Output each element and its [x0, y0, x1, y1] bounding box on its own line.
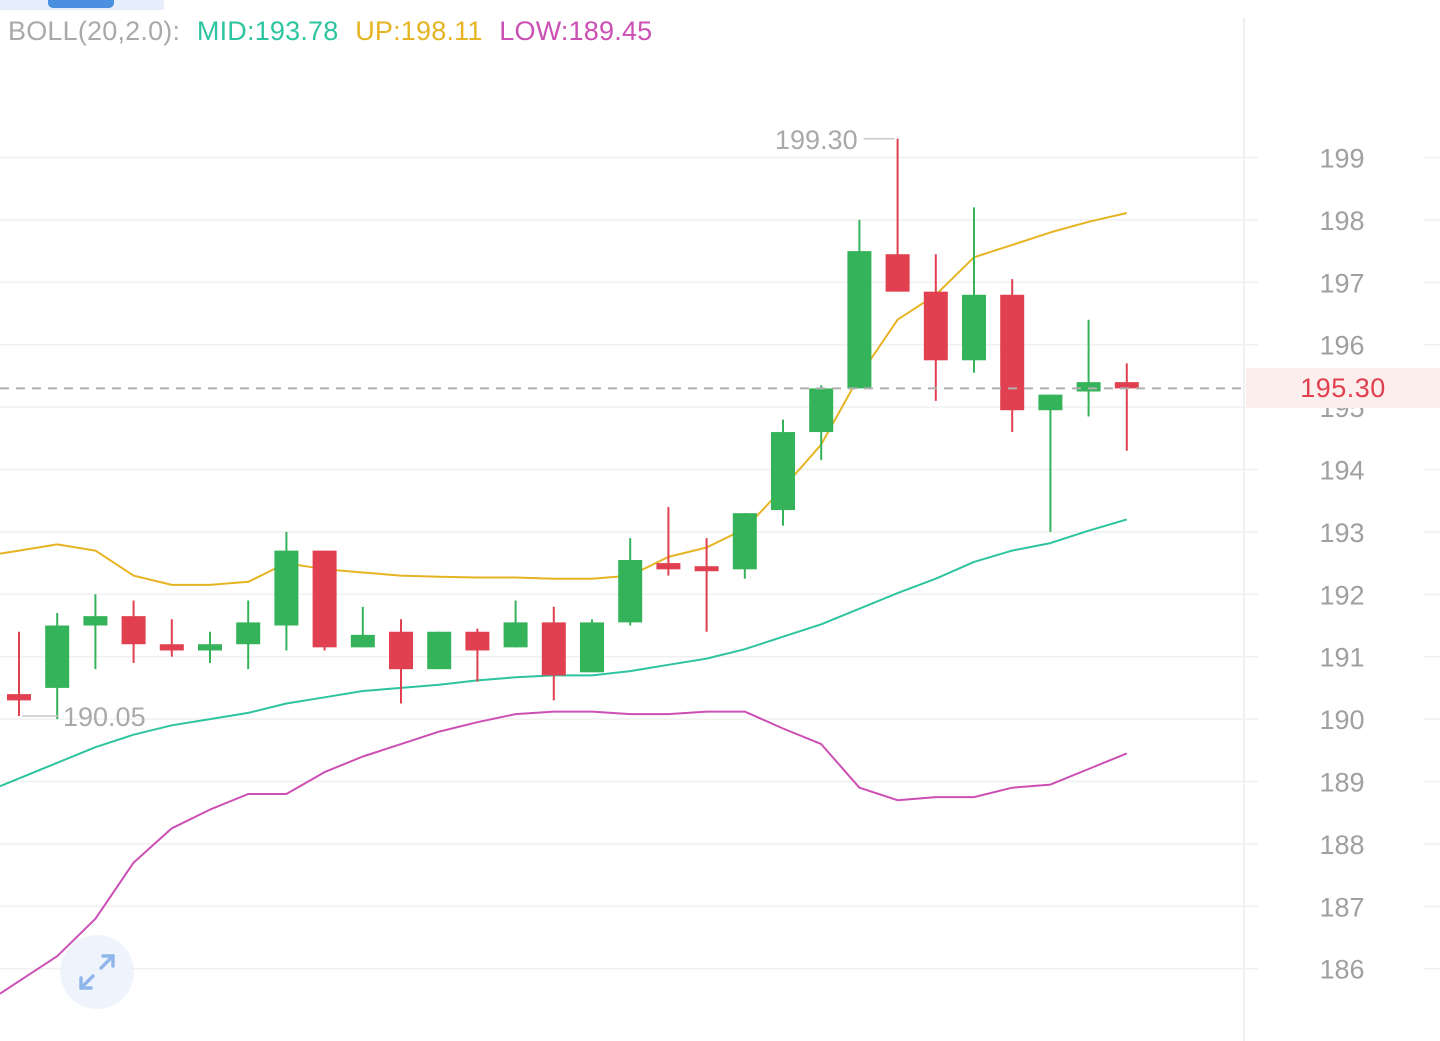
y-tick-label: 192 — [1319, 580, 1364, 610]
y-tick-label: 194 — [1319, 456, 1364, 486]
candle-up — [198, 631, 222, 663]
candle-body — [7, 694, 31, 701]
candle-body — [503, 622, 528, 648]
y-tick-label: 196 — [1319, 331, 1364, 361]
candle-up — [45, 613, 70, 720]
active-tab-indicator[interactable] — [48, 0, 114, 8]
candle-up — [350, 606, 375, 648]
candle-body — [847, 251, 872, 389]
lower-band-line — [0, 710, 1128, 995]
y-tick-label: 197 — [1319, 268, 1364, 298]
candle-down — [312, 550, 337, 651]
candle-down — [885, 138, 910, 292]
expand-chart-button[interactable] — [60, 935, 134, 1009]
candle-body — [962, 294, 986, 361]
candle-body — [389, 631, 413, 670]
candle-down — [1114, 363, 1139, 451]
candle-body — [809, 388, 834, 433]
candle-body — [83, 616, 108, 626]
high-annotation-label: 199.30 — [775, 125, 858, 155]
candle-down — [694, 538, 719, 632]
candle-down — [923, 254, 948, 401]
boll-legend: BOLL(20,2.0): MID:193.78 UP:198.11 LOW:1… — [8, 16, 661, 47]
legend-up-value: UP:198.11 — [355, 16, 483, 46]
current-price-label: 195.30 — [1300, 372, 1386, 403]
candle-body — [465, 631, 490, 651]
candle-body — [732, 513, 757, 570]
candle-body — [694, 566, 719, 572]
candle-up — [236, 600, 261, 670]
legend-mid-value: MID:193.78 — [196, 16, 339, 46]
candle-body — [350, 634, 375, 648]
current-price-tag: 195.30 — [1246, 368, 1440, 408]
candle-up — [83, 594, 108, 670]
upper-band-line — [0, 212, 1128, 586]
candle-body — [541, 622, 566, 676]
bollinger-bands — [0, 212, 1128, 995]
candle-up — [427, 631, 452, 670]
candle-body — [45, 625, 70, 688]
high-low-annotations: 199.30 190.05 — [22, 125, 895, 732]
low-annotation-label: 190.05 — [63, 702, 146, 732]
candle-down — [656, 506, 681, 576]
candle-up — [962, 207, 986, 373]
candle-down — [389, 619, 413, 704]
candle-body — [923, 291, 948, 361]
grid-lines — [0, 156, 1440, 970]
y-tick-label: 186 — [1319, 955, 1364, 985]
candle-up — [809, 385, 834, 461]
y-tick-label: 191 — [1319, 643, 1364, 673]
candle-body — [274, 550, 299, 626]
candle-body — [1076, 382, 1101, 392]
candle-down — [159, 619, 184, 657]
candle-up — [732, 513, 757, 579]
candle-body — [1000, 294, 1025, 411]
candle-body — [656, 563, 681, 570]
candle-body — [159, 644, 184, 651]
y-tick-label: 187 — [1319, 892, 1364, 922]
candles — [7, 138, 1139, 720]
candle-down — [1000, 279, 1025, 433]
candle-body — [580, 622, 604, 673]
price-axis: 1991981971961951941931921911901891881871… — [1319, 144, 1364, 985]
candle-up — [503, 600, 528, 648]
candle-body — [198, 644, 222, 651]
candle-up — [580, 619, 604, 673]
legend-indicator-label: BOLL(20,2.0): — [8, 16, 181, 46]
candle-body — [312, 550, 337, 648]
candle-body — [427, 631, 452, 670]
y-tick-label: 199 — [1319, 144, 1364, 174]
candle-body — [771, 432, 795, 511]
legend-low-value: LOW:189.45 — [499, 16, 653, 46]
candle-up — [771, 419, 795, 526]
y-tick-label: 190 — [1319, 705, 1364, 735]
candle-down — [7, 631, 31, 716]
candle-up — [1076, 319, 1101, 417]
expand-arrows-icon — [79, 954, 115, 990]
candle-body — [236, 622, 261, 645]
y-tick-label: 188 — [1319, 830, 1364, 860]
candle-down — [465, 628, 490, 682]
candle-down — [541, 606, 566, 701]
candle-up — [847, 219, 872, 389]
y-tick-label: 189 — [1319, 768, 1364, 798]
candle-body — [121, 616, 146, 645]
candle-up — [1038, 394, 1063, 532]
candle-body — [1038, 394, 1063, 411]
candle-body — [618, 559, 643, 623]
candle-body — [1114, 382, 1139, 389]
candle-up — [618, 538, 643, 626]
candle-body — [885, 254, 910, 292]
candle-down — [121, 600, 146, 663]
y-tick-label: 198 — [1319, 206, 1364, 236]
y-tick-label: 193 — [1319, 518, 1364, 548]
candle-up — [274, 531, 299, 651]
